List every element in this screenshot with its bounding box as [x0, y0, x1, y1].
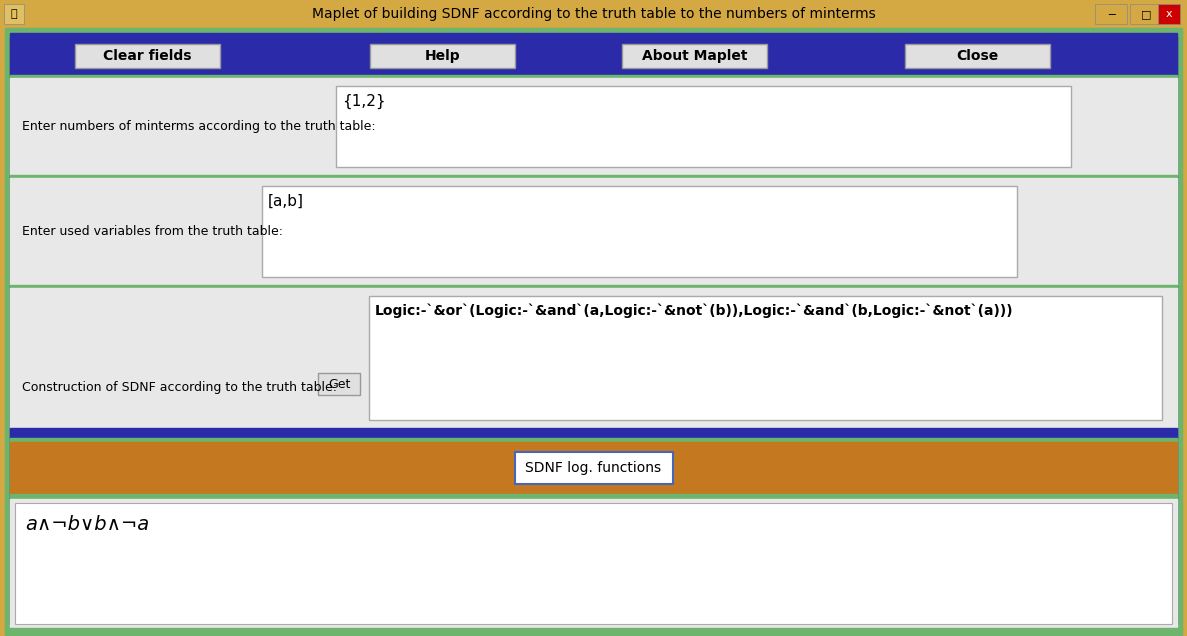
Bar — [5, 628, 1182, 636]
Bar — [9, 438, 1178, 442]
Bar — [318, 373, 360, 395]
Text: SDNF log. functions: SDNF log. functions — [526, 461, 661, 475]
Bar — [904, 44, 1050, 68]
Text: [a,b]: [a,b] — [268, 194, 304, 209]
Text: Logic:-`&or`(Logic:-`&and`(a,Logic:-`&not`(b)),Logic:-`&and`(b,Logic:-`&not`(a)): Logic:-`&or`(Logic:-`&and`(a,Logic:-`&no… — [375, 304, 1014, 319]
Text: □: □ — [1141, 9, 1151, 19]
Text: Help: Help — [425, 49, 461, 63]
Text: {1,2}: {1,2} — [342, 94, 386, 109]
Text: 🍁: 🍁 — [11, 9, 18, 19]
Bar — [9, 175, 1178, 180]
Bar — [369, 296, 1162, 420]
Bar — [1159, 4, 1180, 24]
Text: About Maplet: About Maplet — [642, 49, 748, 63]
Text: Construction of SDNF according to the truth table:: Construction of SDNF according to the tr… — [23, 382, 337, 394]
Bar — [1130, 4, 1162, 24]
Bar — [75, 44, 220, 68]
Bar — [370, 44, 515, 68]
Bar — [9, 494, 1178, 499]
Bar — [9, 442, 1178, 494]
Bar — [0, 0, 1187, 28]
Bar — [9, 78, 1178, 175]
Text: Clear fields: Clear fields — [103, 49, 192, 63]
Bar — [9, 37, 1178, 75]
Bar — [4, 4, 24, 24]
Bar — [9, 75, 1178, 80]
Bar — [9, 178, 1178, 285]
Bar — [9, 499, 1178, 628]
Text: a∧¬b∨b∧¬a: a∧¬b∨b∧¬a — [25, 515, 150, 534]
Text: Maplet of building SDNF according to the truth table to the numbers of minterms: Maplet of building SDNF according to the… — [312, 7, 875, 21]
Text: ─: ─ — [1107, 9, 1115, 19]
Text: Enter used variables from the truth table:: Enter used variables from the truth tabl… — [23, 225, 283, 238]
Text: Close: Close — [957, 49, 998, 63]
Bar — [262, 186, 1017, 277]
Bar — [9, 428, 1178, 438]
Bar — [514, 452, 673, 484]
Bar — [15, 503, 1172, 624]
Text: x: x — [1166, 9, 1173, 19]
Bar — [9, 288, 1178, 428]
Text: Enter numbers of minterms according to the truth table:: Enter numbers of minterms according to t… — [23, 120, 375, 133]
Bar — [336, 86, 1071, 167]
Bar — [1094, 4, 1126, 24]
Text: Get: Get — [328, 378, 350, 391]
Bar — [9, 285, 1178, 290]
Bar — [622, 44, 767, 68]
